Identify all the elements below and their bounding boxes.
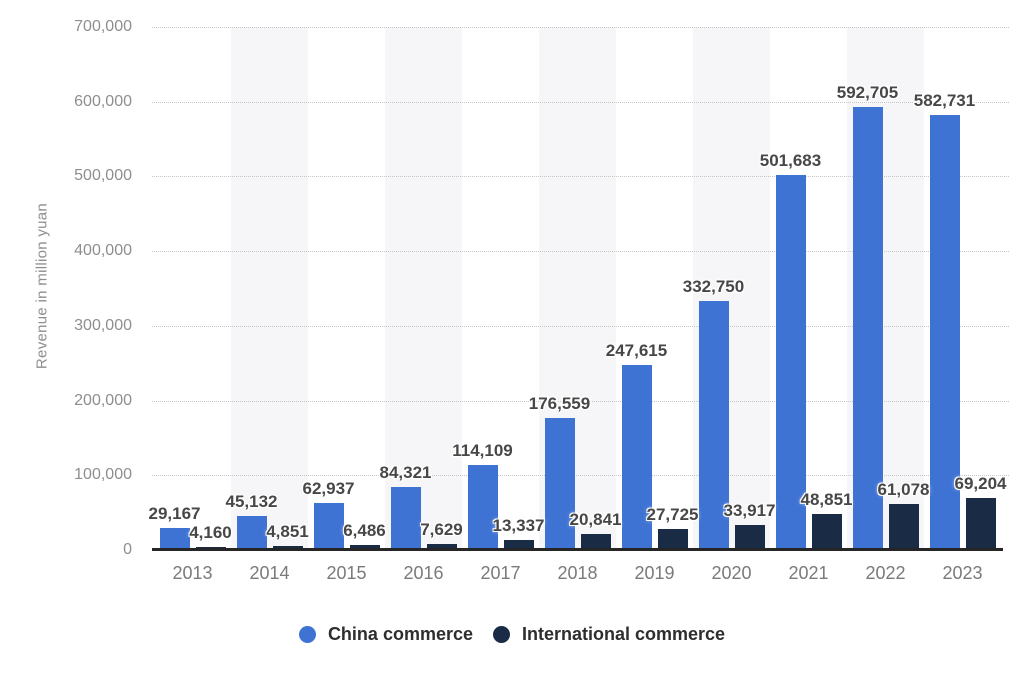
value-label: 33,917 [723,500,776,520]
gridline [152,475,1009,477]
gridline [152,325,1009,327]
x-axis-tick-label: 2013 [172,563,213,583]
value-label: 27,725 [646,505,699,525]
value-label: 6,486 [343,521,386,541]
bar-china-commerce-2023[interactable] [929,114,960,550]
x-axis-tick-label: 2020 [711,563,752,583]
x-axis-tick-label: 2022 [865,563,906,583]
legend-dot-circle-icon [298,626,316,643]
y-axis-title: Revenue in million yuan [33,202,51,370]
y-axis-tick-label: 0 [123,541,132,558]
gridline [152,176,1009,178]
bar-international-commerce-2021[interactable] [811,513,842,550]
x-axis-tick-label: 2014 [249,563,290,583]
gridline [152,27,1009,28]
bar-international-commerce-2022[interactable] [888,504,919,550]
value-label: 332,750 [682,277,745,297]
value-label: 45,132 [225,492,278,512]
x-axis-tick-label: 2023 [942,563,983,583]
value-label: 61,078 [877,480,930,500]
value-label: 582,731 [913,90,976,110]
bar-china-commerce-2019[interactable] [621,364,652,550]
bar-china-commerce-2013[interactable] [159,528,190,550]
value-label: 69,204 [954,474,1007,494]
value-label: 247,615 [605,340,668,360]
x-axis-tick-label: 2015 [326,563,367,583]
legend-label: International commerce [522,624,726,644]
y-axis-tick-label: 500,000 [74,167,132,185]
value-label: 13,337 [492,516,545,536]
column-band [231,27,308,550]
y-axis-tick-label: 400,000 [74,242,132,260]
x-axis-tick-label: 2017 [480,563,521,583]
bar-china-commerce-2014[interactable] [236,516,267,550]
bar-international-commerce-2017[interactable] [503,540,534,550]
x-axis-tick-label: 2021 [788,563,829,583]
legend-dot-circle-icon [493,626,510,643]
gridline [152,400,1009,402]
x-axis-tick-label: 2018 [557,563,598,583]
value-label: 592,705 [836,83,899,103]
value-label: 501,683 [759,151,822,171]
y-axis-tick-label: 600,000 [74,92,132,110]
y-axis-tick-label: 300,000 [74,316,132,334]
legend-item-international-commerce[interactable]: International commerce [493,624,725,645]
value-label: 84,321 [379,463,432,482]
legend: China commerce International commerce [0,624,1024,645]
bar-china-commerce-2016[interactable] [390,487,421,550]
y-axis-tick-label: 200,000 [74,391,132,409]
y-axis-tick-label: 100,000 [74,466,132,484]
bar-china-commerce-2015[interactable] [313,502,344,550]
gridline [152,101,1009,103]
x-axis-line [152,548,1003,551]
bar-international-commerce-2015[interactable] [349,545,380,550]
bar-china-commerce-2021[interactable] [775,175,806,550]
bar-china-commerce-2020[interactable] [698,301,729,550]
legend-label: China commerce [327,624,473,644]
bar-china-commerce-2018[interactable] [544,418,575,550]
gridline [152,251,1009,253]
value-label: 114,109 [452,440,513,460]
y-axis-tick-label: 700,000 [74,18,132,35]
value-label: 48,851 [800,489,853,509]
x-axis-tick-label: 2016 [403,563,444,583]
legend-item-china-commerce[interactable]: China commerce [298,624,473,645]
bar-international-commerce-2020[interactable] [734,524,765,550]
bar-international-commerce-2018[interactable] [580,534,611,550]
value-label: 4,851 [266,522,309,542]
column-band [385,27,462,550]
x-axis-tick-label: 2019 [634,563,675,583]
value-label: 20,841 [569,510,622,530]
value-label: 176,559 [528,394,591,414]
bar-china-commerce-2022[interactable] [852,107,883,550]
value-label: 4,160 [189,522,232,542]
bar-international-commerce-2016[interactable] [426,544,457,550]
bar-international-commerce-2019[interactable] [657,529,688,550]
value-label: 7,629 [420,520,463,540]
bar-china-commerce-2017[interactable] [467,464,498,550]
value-label: 62,937 [302,478,355,498]
value-label: 29,167 [148,504,201,524]
bar-international-commerce-2023[interactable] [965,498,996,550]
